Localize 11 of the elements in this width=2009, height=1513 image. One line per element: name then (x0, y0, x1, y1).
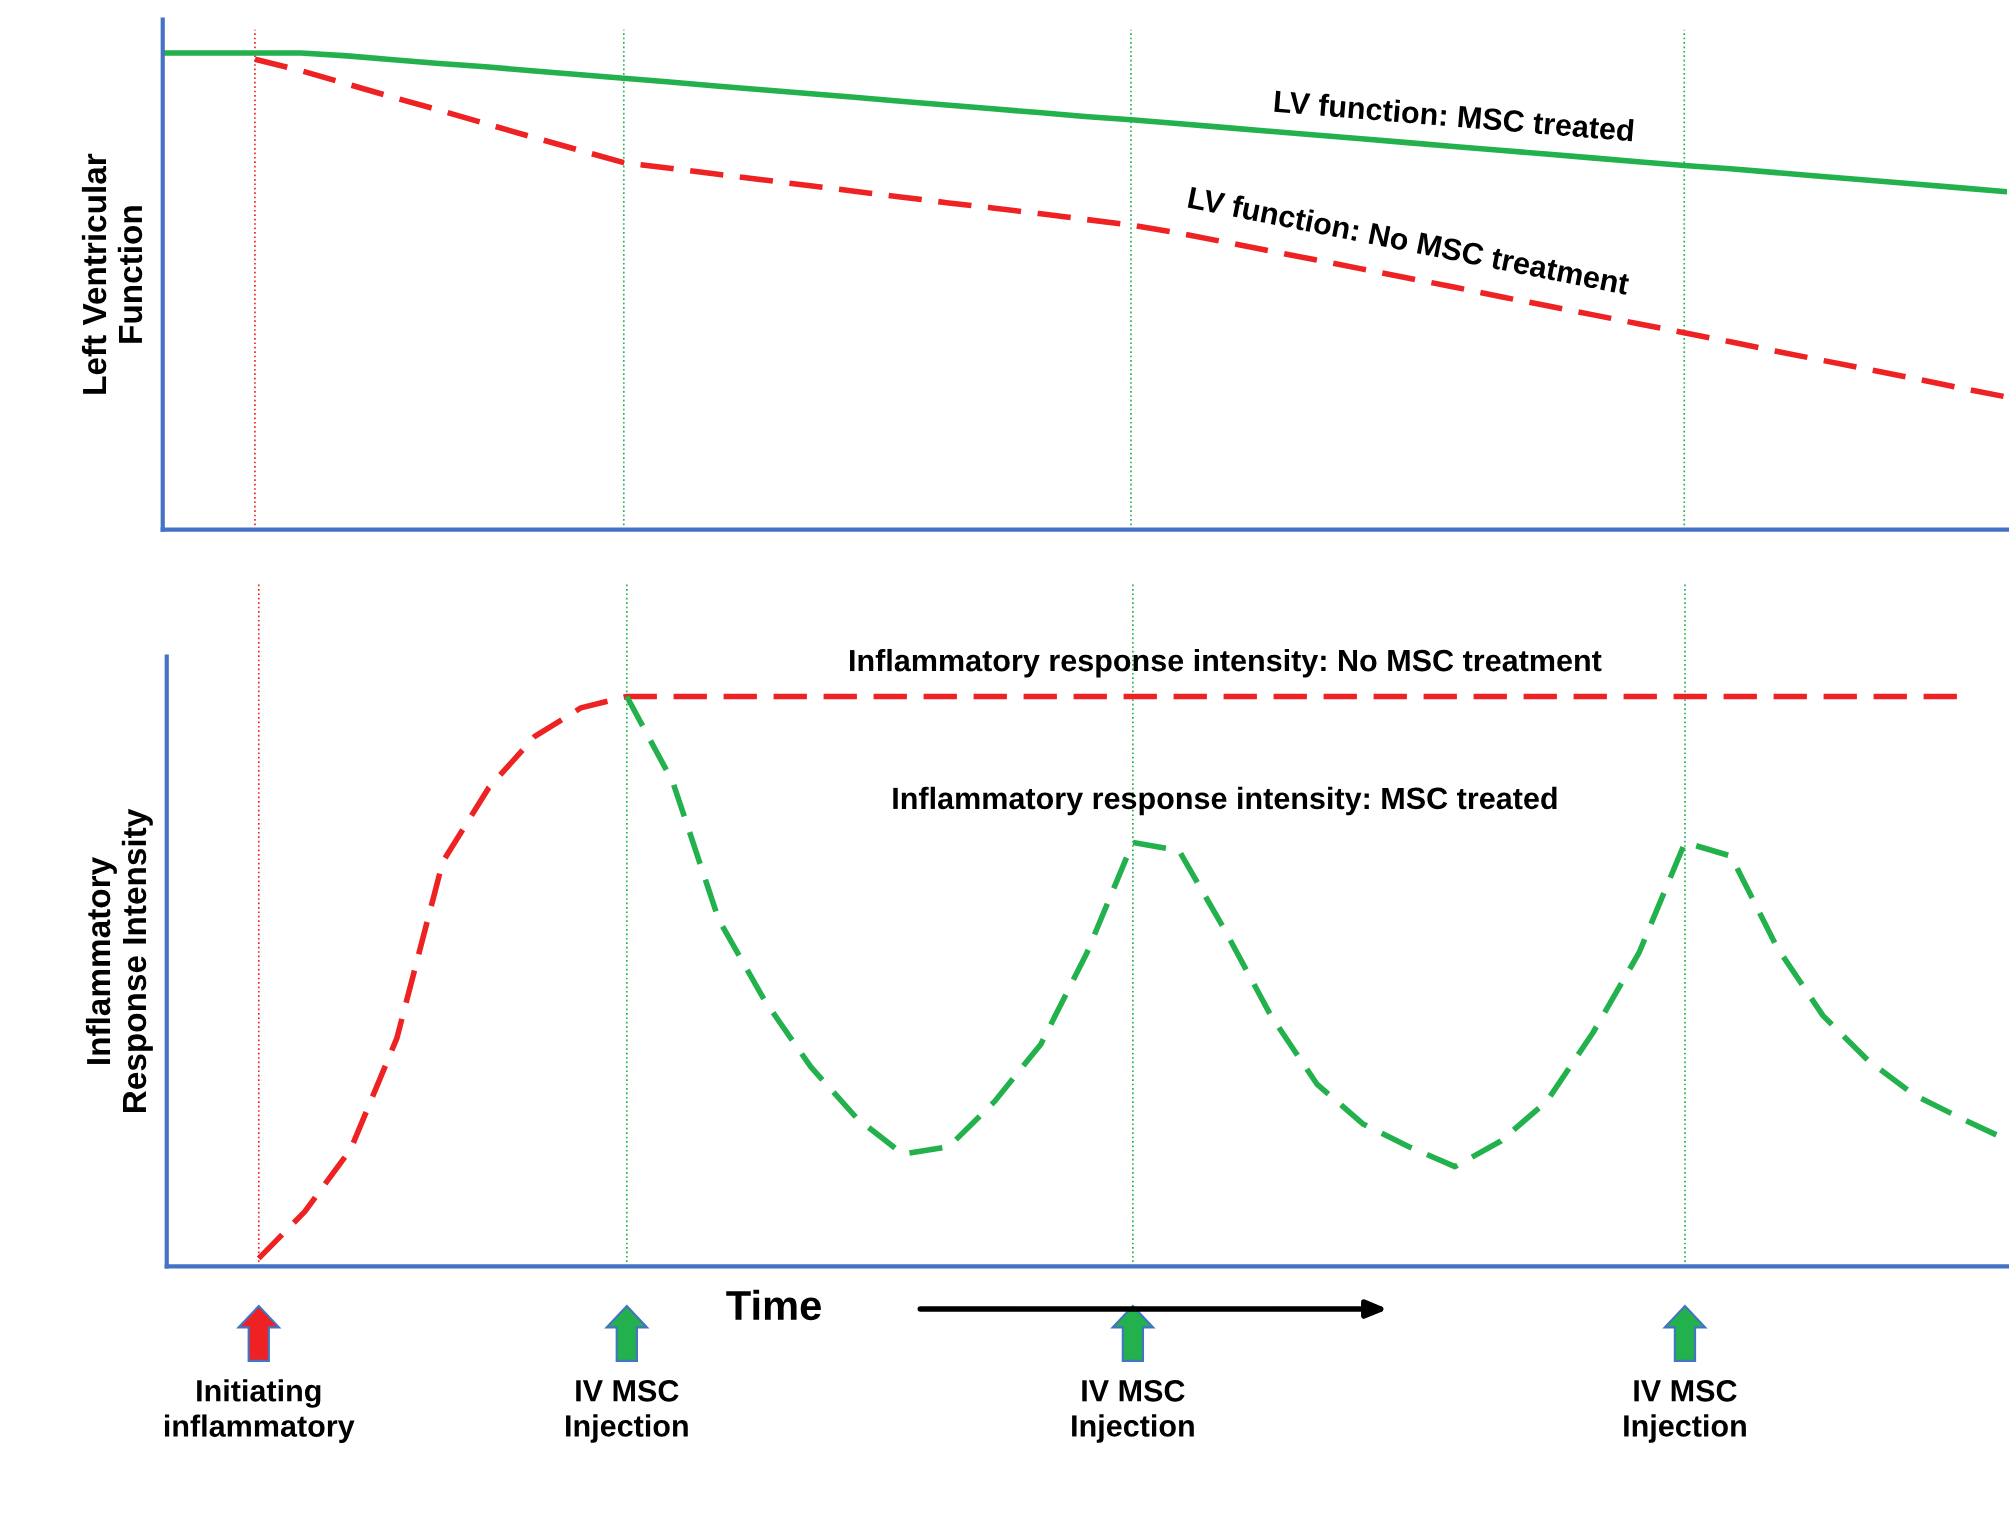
series-label: Inflammatory response intensity: No MSC treatment (850, 648, 1602, 678)
text: IV MSC Injection (1072, 1379, 1194, 1443)
y-axis-title: Left Ventricular Function (81, 153, 143, 394)
y-axis-title: Inflammatory Response Intensity (85, 808, 153, 1113)
text: IV MSC Injection (566, 1379, 688, 1443)
x-axis-title: Time (726, 1289, 821, 1321)
text: Initiating inflammatory (164, 1379, 355, 1443)
text: IV MSC Injection (1624, 1379, 1746, 1443)
text: LV function: No MSC treatment (1187, 185, 1631, 296)
series-label: LV function: MSC treated (1274, 89, 1634, 142)
text: Inflammatory response intensity: MSC treated (893, 786, 1557, 816)
